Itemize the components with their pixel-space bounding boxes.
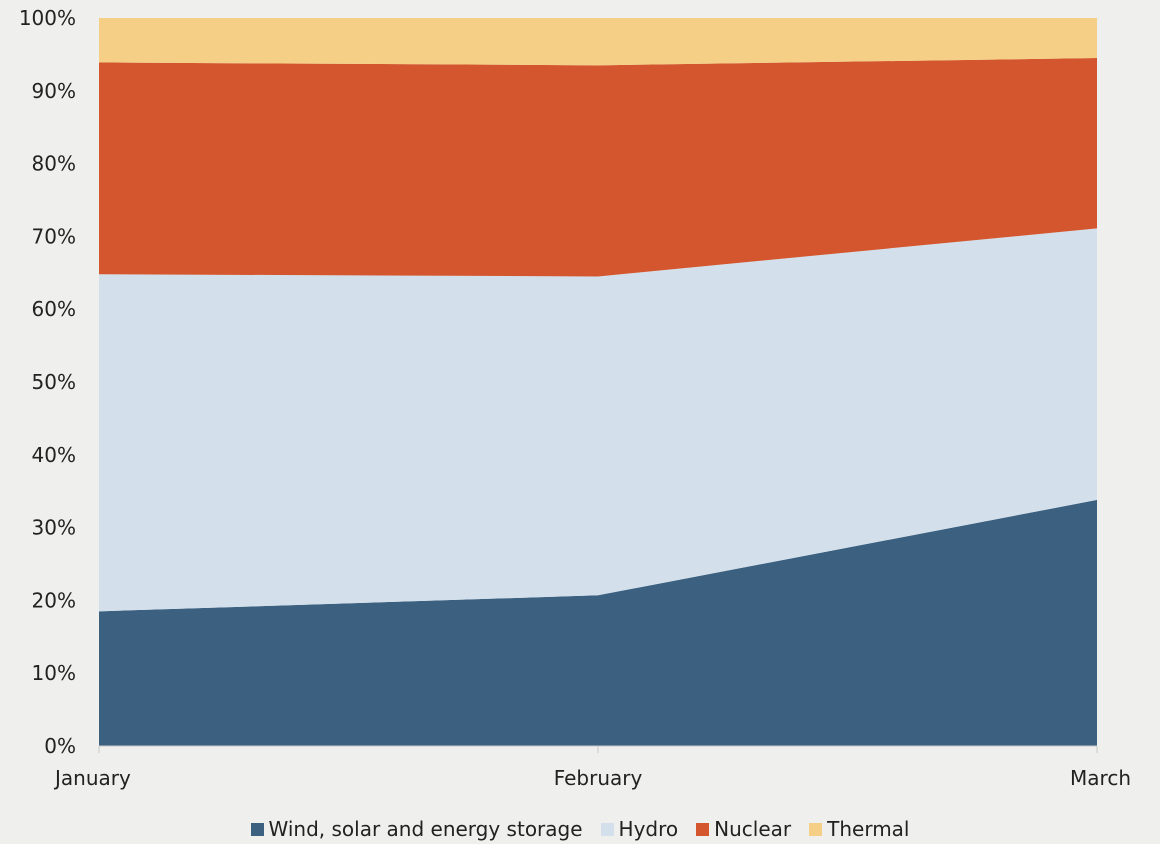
y-tick-label: 100% xyxy=(19,6,76,30)
area-series-3 xyxy=(99,18,1097,66)
x-tick-label: February xyxy=(554,766,643,790)
y-tick-label: 90% xyxy=(32,79,76,103)
y-axis-tick-labels: 0% 10% 20% 30% 40% 50% 60% 70% 80% 90% 100% xyxy=(19,6,76,758)
x-tick-label: January xyxy=(53,766,131,790)
y-tick-label: 80% xyxy=(32,152,76,176)
legend-item-thermal: Thermal xyxy=(809,817,910,841)
legend-item-nuclear: Nuclear xyxy=(696,817,791,841)
y-tick-label: 50% xyxy=(32,370,76,394)
x-tick-label: March xyxy=(1070,766,1131,790)
legend: Wind, solar and energy storage Hydro Nuc… xyxy=(0,814,1160,844)
legend-label: Hydro xyxy=(618,817,679,841)
legend-label: Thermal xyxy=(827,817,910,841)
area-series-1 xyxy=(99,228,1097,612)
x-axis-tick-labels: January February March xyxy=(53,766,1131,790)
legend-item-wind-solar: Wind, solar and energy storage xyxy=(250,817,583,841)
area-series-2 xyxy=(99,58,1097,277)
legend-swatch xyxy=(696,822,710,836)
legend-swatch xyxy=(600,822,614,836)
y-tick-label: 30% xyxy=(32,516,76,540)
legend-swatch xyxy=(250,822,264,836)
area-series-0 xyxy=(99,499,1097,746)
y-tick-label: 20% xyxy=(32,588,76,612)
y-tick-label: 10% xyxy=(32,661,76,685)
series-areas xyxy=(99,18,1097,746)
legend-swatch xyxy=(809,822,823,836)
legend-label: Nuclear xyxy=(714,817,792,841)
y-tick-label: 40% xyxy=(32,443,76,467)
legend-label: Wind, solar and energy storage xyxy=(268,817,583,841)
y-tick-label: 0% xyxy=(44,734,76,758)
y-tick-label: 70% xyxy=(32,224,76,248)
axes xyxy=(98,745,1098,753)
y-tick-label: 60% xyxy=(32,297,76,321)
legend-item-hydro: Hydro xyxy=(600,817,679,841)
